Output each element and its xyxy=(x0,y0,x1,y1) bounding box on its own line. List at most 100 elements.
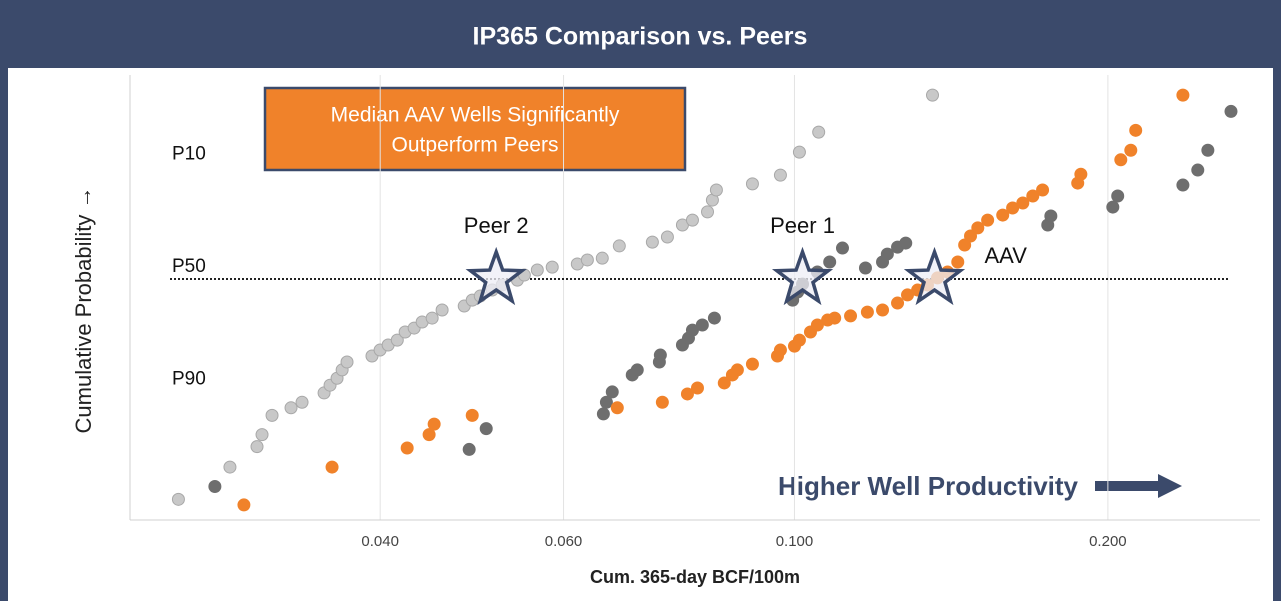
data-point xyxy=(171,492,185,506)
data-point xyxy=(295,395,309,409)
data-point xyxy=(709,183,723,197)
data-point xyxy=(844,309,858,323)
star-label: AAV xyxy=(984,243,1027,268)
data-point xyxy=(653,348,667,362)
data-point xyxy=(745,177,759,191)
data-point xyxy=(612,239,626,253)
data-point xyxy=(605,385,619,399)
data-point xyxy=(1176,88,1190,102)
median-star xyxy=(903,246,966,306)
data-point xyxy=(610,401,624,415)
y-tick-label: P50 xyxy=(172,256,206,277)
data-point xyxy=(1036,183,1050,197)
data-point xyxy=(1074,167,1088,181)
data-point xyxy=(964,229,978,243)
data-point xyxy=(599,395,613,409)
data-point xyxy=(545,260,559,274)
data-point xyxy=(223,460,237,474)
callout-text: Outperform Peers xyxy=(392,134,559,157)
data-point xyxy=(479,422,493,436)
median-star xyxy=(771,246,834,306)
data-point xyxy=(655,395,669,409)
x-tick-label: 0.060 xyxy=(545,533,583,550)
data-point xyxy=(435,303,449,317)
data-point xyxy=(792,145,806,159)
data-point xyxy=(390,333,404,347)
star-label: Peer 2 xyxy=(464,213,529,238)
data-point xyxy=(1176,178,1190,192)
x-tick-label: 0.100 xyxy=(776,533,814,550)
data-point xyxy=(630,363,644,377)
data-point xyxy=(645,235,659,249)
data-point xyxy=(926,88,940,102)
data-point xyxy=(1114,153,1128,167)
data-point xyxy=(835,241,849,255)
data-point xyxy=(695,318,709,332)
data-point xyxy=(580,253,594,267)
callout-text: Median AAV Wells Significantly xyxy=(331,104,620,127)
x-tick-label: 0.040 xyxy=(361,533,399,550)
data-point xyxy=(462,442,476,456)
data-point xyxy=(1026,189,1040,203)
data-point xyxy=(717,376,731,390)
data-point xyxy=(1006,201,1020,215)
data-point xyxy=(971,221,985,235)
data-point xyxy=(596,407,610,421)
data-point xyxy=(680,387,694,401)
data-point xyxy=(823,255,837,269)
data-point xyxy=(1129,123,1143,137)
data-point xyxy=(530,263,544,277)
data-point xyxy=(1124,143,1138,157)
data-point xyxy=(858,261,872,275)
data-point xyxy=(465,408,479,422)
data-point xyxy=(810,318,824,332)
data-point xyxy=(707,311,721,325)
data-point xyxy=(400,441,414,455)
data-point xyxy=(792,333,806,347)
data-point xyxy=(595,251,609,265)
data-point xyxy=(899,236,913,250)
callout-box xyxy=(263,86,687,172)
data-point xyxy=(208,479,222,493)
star-label: Peer 1 xyxy=(770,213,835,238)
x-axis-label: Cum. 365-day BCF/100m xyxy=(590,567,800,587)
data-point xyxy=(891,296,905,310)
data-point xyxy=(773,343,787,357)
arrow-shaft xyxy=(1095,481,1160,491)
data-point xyxy=(425,311,439,325)
data-point xyxy=(325,460,339,474)
data-point xyxy=(660,230,674,244)
y-tick-label: P10 xyxy=(172,144,206,165)
data-point xyxy=(1106,200,1120,214)
data-point xyxy=(237,498,251,512)
annotation-arrow xyxy=(1095,474,1182,498)
chart-title: IP365 Comparison vs. Peers xyxy=(473,23,808,51)
data-point xyxy=(1201,143,1215,157)
data-point xyxy=(812,125,826,139)
data-point xyxy=(951,255,965,269)
y-axis-label: Cumulative Probability → xyxy=(71,187,96,434)
data-point xyxy=(880,247,894,261)
data-point xyxy=(1044,209,1058,223)
data-point xyxy=(745,357,759,371)
data-point xyxy=(1016,196,1030,210)
data-point xyxy=(250,440,264,454)
data-point xyxy=(1111,189,1125,203)
data-point xyxy=(773,168,787,182)
data-point xyxy=(1191,163,1205,177)
data-point xyxy=(981,213,995,227)
median-star xyxy=(465,246,527,306)
data-point xyxy=(422,428,436,442)
data-point xyxy=(701,205,715,219)
data-point xyxy=(996,208,1010,222)
y-tick-label: P90 xyxy=(172,368,206,389)
data-point xyxy=(340,355,354,369)
data-point xyxy=(265,408,279,422)
data-point xyxy=(427,417,441,431)
annotation: Higher Well Productivity xyxy=(778,471,1079,501)
data-point xyxy=(690,381,704,395)
data-point xyxy=(685,213,699,227)
data-point xyxy=(828,311,842,325)
data-point xyxy=(876,303,890,317)
